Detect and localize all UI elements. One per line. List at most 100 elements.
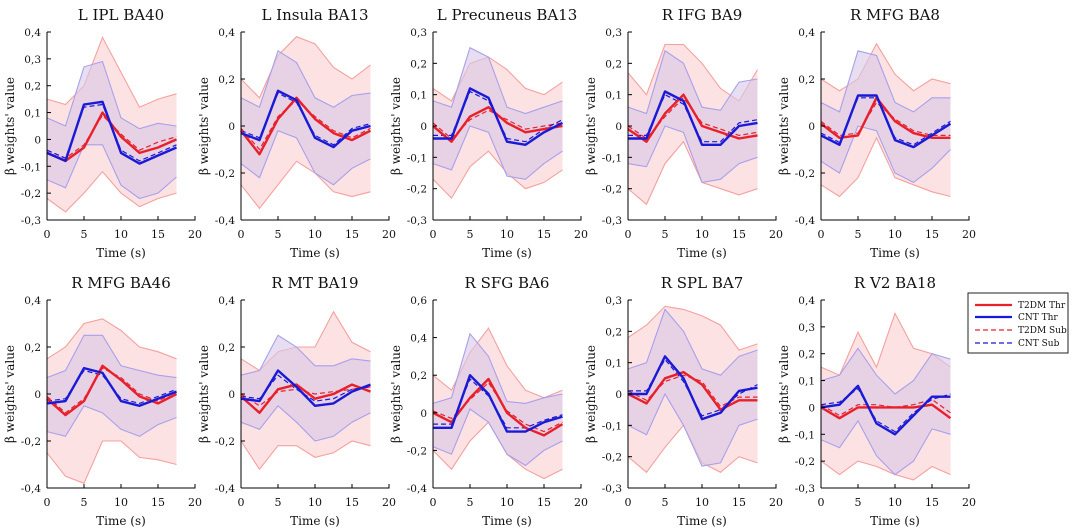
y-tick-label: 0 [615, 389, 622, 401]
series-cnt-thr [820, 384, 951, 436]
band-lower-t2dm [820, 460, 951, 481]
y-tick-label: 0,2 [410, 58, 427, 70]
x-tick-label: 20 [962, 228, 976, 241]
panel-r-ifg-ba9: R IFG BA9 -0,3 -0,2 -0,1 0 0,1 0,2 0,3 0 5 10 15 20 T… [584, 6, 783, 260]
y-tick-label: 0 [420, 121, 427, 133]
band-fill-cnt [628, 50, 758, 183]
series-cnt-thr [240, 89, 371, 149]
y-tick-label: -0,3 [602, 215, 622, 227]
y-tick-label: 0,3 [605, 295, 622, 307]
band-lower-t2dm [46, 170, 177, 213]
y-tick-label: -0,4 [795, 215, 816, 227]
x-tick-label: 5 [81, 228, 88, 241]
y-tick-label: 0,4 [798, 27, 815, 39]
x-tick-label: 0 [238, 228, 245, 241]
panel-title: L Precuneus BA13 [437, 6, 578, 24]
band-upper-t2dm [820, 312, 951, 376]
x-tick-label: 15 [345, 228, 359, 241]
y-tick-label: -0,2 [21, 188, 41, 200]
band-upper-t2dm [432, 327, 563, 399]
series-t2dm-thr [240, 96, 372, 156]
panel-title: R MFG BA8 [850, 6, 940, 24]
x-tick-label: 15 [925, 228, 939, 241]
y-tick-label: -0,1 [795, 429, 815, 441]
band-lower-t2dm [627, 140, 758, 206]
y-tick-label: 0 [228, 121, 235, 133]
x-tick-label: 5 [662, 496, 669, 509]
y-tick-label: 0,2 [410, 370, 427, 382]
band-upper-cnt [46, 60, 177, 130]
band-lower-cnt [240, 129, 371, 186]
panel-title: R V2 BA18 [854, 274, 936, 292]
x-axis-label: Time (s) [870, 246, 920, 260]
y-tick-label: 0,4 [218, 27, 235, 39]
x-tick-label: 20 [382, 228, 396, 241]
y-axis-label: β weights' value [777, 345, 791, 443]
legend-label-t2dm-thr: T2DM Thr [1018, 301, 1066, 311]
x-tick-label: 0 [238, 496, 245, 509]
x-tick-label: 0 [818, 496, 825, 509]
y-tick-label: -0,3 [407, 215, 427, 227]
x-tick-label: 10 [695, 496, 709, 509]
y-tick-label: -0,2 [21, 436, 41, 448]
x-tick-label: 20 [382, 496, 396, 509]
y-tick-label: 0,1 [24, 108, 41, 120]
series-cnt-thr [240, 369, 371, 407]
series-cnt-thr [433, 87, 564, 147]
y-tick-label: 0,1 [410, 90, 427, 102]
y-tick-label: 0,3 [24, 54, 41, 66]
band-lower-cnt [432, 125, 563, 180]
band-upper-cnt [627, 49, 758, 115]
band-upper-cnt [432, 332, 563, 404]
panel-title: L IPL BA40 [78, 6, 164, 24]
y-axis-label: β weights' value [389, 77, 403, 175]
panel-l-precuneus-ba13: L Precuneus BA13 -0,3 -0,2 -0,1 0 0,1 0,2 0,3 0 5… [389, 6, 588, 260]
y-tick-label: -0,2 [407, 184, 427, 196]
y-tick-label: 0 [808, 402, 815, 414]
series-cnt-thr [46, 366, 177, 407]
y-tick-label: 0,1 [605, 358, 622, 370]
band-fill-cnt [241, 335, 371, 441]
x-axis-label: Time (s) [96, 514, 146, 528]
band-upper-t2dm [820, 42, 951, 92]
x-tick-label: 20 [574, 496, 588, 509]
y-tick-label: 0 [808, 121, 815, 133]
y-tick-label: -0,4 [407, 483, 428, 495]
x-tick-label: 10 [888, 496, 902, 509]
panel-l-ipl-ba40: L IPL BA40 -0,3 -0,2 -0,1 0 0,1 0,2 0,3 0,4 0 5 10 1… [3, 6, 202, 260]
y-axis-label: β weights' value [3, 345, 17, 443]
x-tick-label: 15 [925, 496, 939, 509]
series-cnt-thr [820, 94, 952, 149]
y-tick-label: 0,2 [605, 58, 622, 70]
y-tick-label: -0,2 [215, 168, 235, 180]
series-t2dm-thr [432, 105, 563, 143]
x-tick-label: 15 [537, 496, 551, 509]
y-axis-label: β weights' value [197, 345, 211, 443]
y-tick-label: -0,4 [215, 215, 236, 227]
band-upper-t2dm [240, 36, 371, 99]
x-tick-label: 5 [855, 228, 862, 241]
x-tick-label: 0 [625, 228, 632, 241]
band-lower-cnt [240, 405, 371, 442]
x-tick-label: 10 [114, 496, 128, 509]
series-cnt-thr [628, 355, 758, 421]
panel-r-mt-ba19: R MT BA19 -0,4 -0,2 0 0,2 0,4 0 5 10 15 20 Time (s)… [197, 274, 396, 528]
x-tick-label: 10 [308, 496, 322, 509]
band-upper-t2dm [46, 36, 177, 108]
y-tick-label: -0,2 [602, 184, 622, 196]
band-lower-cnt [627, 125, 758, 184]
y-axis-label: β weights' value [389, 345, 403, 443]
y-tick-label: 0,2 [24, 81, 41, 93]
band-upper-cnt [46, 334, 177, 379]
band-lower-cnt [46, 405, 177, 437]
band-upper-cnt [627, 308, 758, 376]
y-tick-label: -0,2 [602, 452, 622, 464]
y-tick-label: 0 [615, 121, 622, 133]
band-lower-cnt [820, 419, 951, 476]
x-tick-label: 20 [769, 228, 783, 241]
x-axis-label: Time (s) [677, 246, 727, 260]
y-tick-label: -0,4 [215, 483, 236, 495]
y-tick-label: 0,2 [798, 349, 815, 361]
panel-r-mfg-ba46: R MFG BA46 -0,4 -0,2 0 0,2 0,4 0 5 10 15 20 Time (s… [3, 274, 202, 528]
